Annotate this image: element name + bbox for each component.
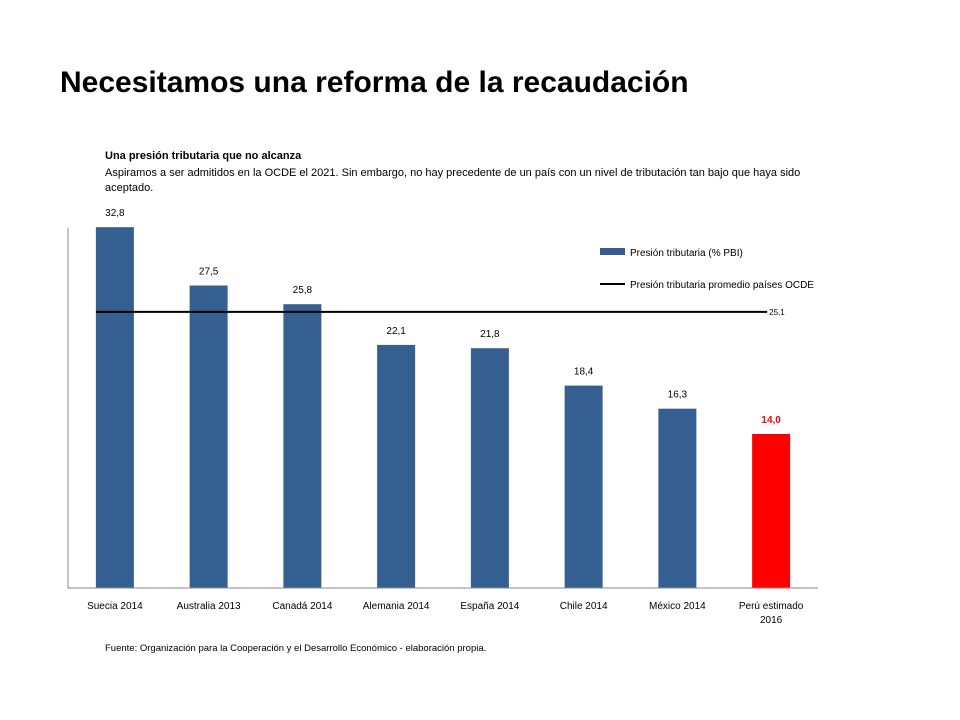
source-note: Fuente: Organización para la Cooperación… bbox=[105, 643, 487, 654]
bar-6 bbox=[564, 385, 603, 588]
legend-label-bar: Presión tributaria (% PBI) bbox=[630, 248, 743, 259]
x-tick-label-6: Chile 2014 bbox=[560, 601, 608, 612]
x-tick-label-4: Alemania 2014 bbox=[363, 601, 430, 612]
slide-title: Necesitamos una reforma de la recaudació… bbox=[60, 66, 689, 99]
value-labels-group: 32,8 27,5 25,8 22,1 21,8 18,4 16,3 14,0 bbox=[105, 208, 781, 426]
bar-1 bbox=[95, 227, 134, 588]
x-tick-label-8-line-2: 2016 bbox=[760, 615, 783, 626]
x-tick-label-5: España 2014 bbox=[460, 601, 519, 612]
bar-3 bbox=[283, 304, 322, 588]
x-tick-label-2: Australia 2013 bbox=[177, 601, 241, 612]
chart-subtitle: Una presión tributaria que no alcanza bbox=[105, 150, 302, 162]
bar-2 bbox=[189, 285, 228, 588]
bar-7 bbox=[658, 408, 697, 588]
value-label-5: 21,8 bbox=[480, 329, 500, 340]
x-tick-label-7: México 2014 bbox=[649, 601, 706, 612]
reference-line-label: 25,1 bbox=[769, 308, 785, 317]
legend: Presión tributaria (% PBI) Presión tribut… bbox=[600, 248, 814, 291]
legend-swatch-bar bbox=[600, 248, 625, 255]
value-label-7: 16,3 bbox=[668, 390, 688, 401]
value-label-3: 25,8 bbox=[293, 285, 313, 296]
value-label-2: 27,5 bbox=[199, 267, 219, 278]
x-tick-label-3: Canadá 2014 bbox=[272, 601, 332, 612]
bar-5 bbox=[470, 348, 509, 588]
value-label-4: 22,1 bbox=[386, 326, 406, 337]
x-tick-labels-group: Suecia 2014 Australia 2013 Canadá 2014 Alem… bbox=[87, 601, 804, 626]
chart-description: Aspiramos a ser admitidos en la OCDE el … bbox=[105, 167, 801, 194]
x-tick-label-1: Suecia 2014 bbox=[87, 601, 143, 612]
value-label-1: 32,8 bbox=[105, 208, 125, 219]
x-tick-label-8-line-1: Perú estimado bbox=[739, 601, 804, 612]
bar-4 bbox=[377, 344, 416, 588]
legend-label-line: Presión tributaria promedio países OCDE bbox=[630, 280, 814, 291]
bars-group bbox=[95, 227, 791, 588]
value-label-6: 18,4 bbox=[574, 367, 594, 378]
value-label-8: 14,0 bbox=[761, 415, 781, 426]
bar-8 bbox=[752, 434, 791, 588]
